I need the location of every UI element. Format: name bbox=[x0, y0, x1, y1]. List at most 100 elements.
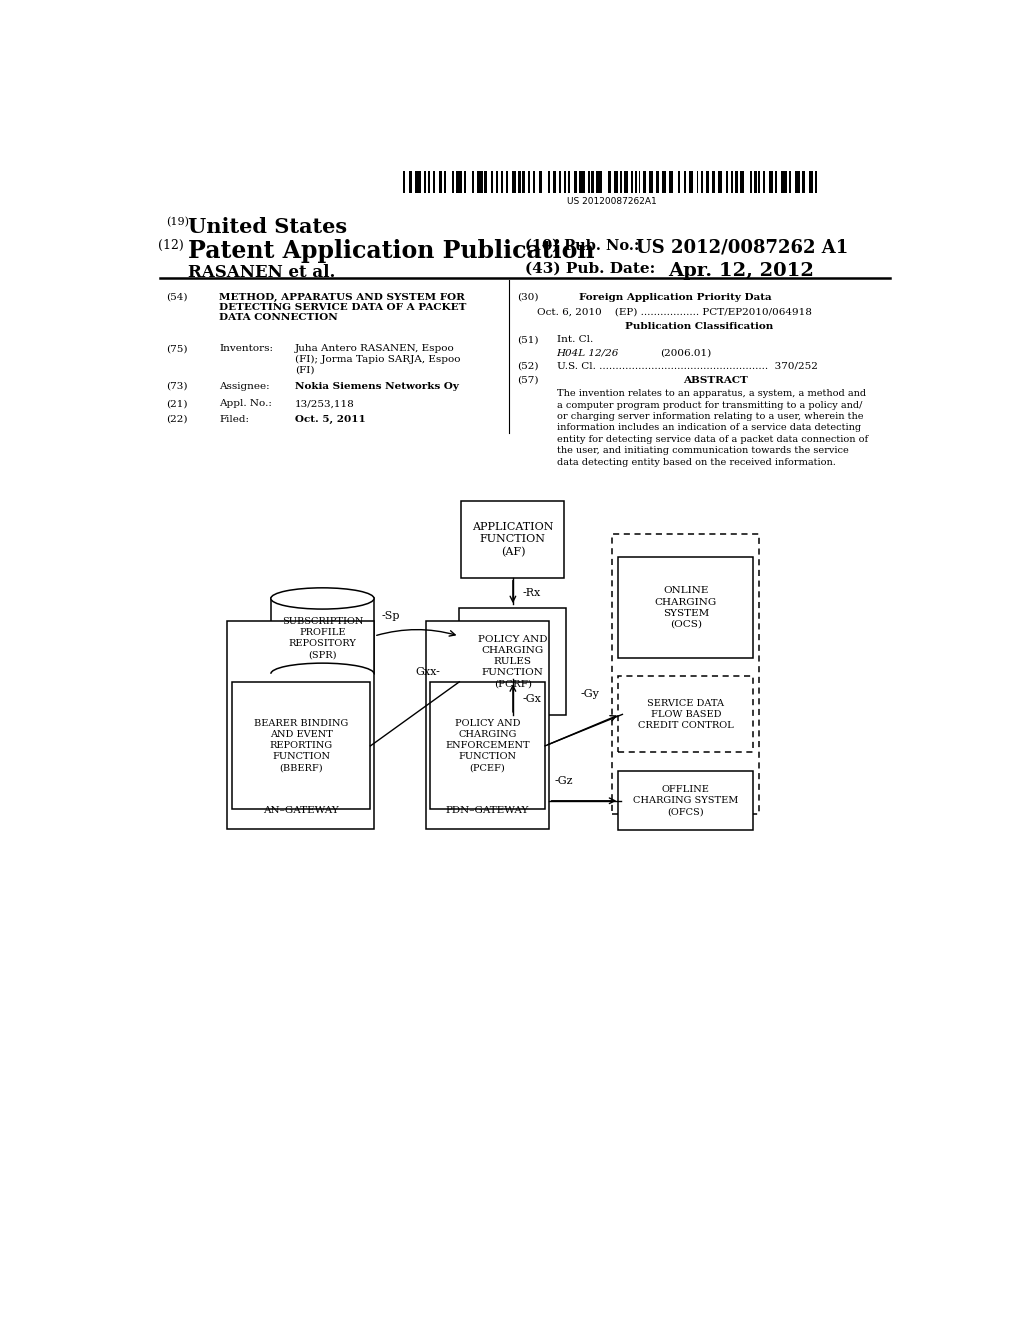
Text: POLICY AND
CHARGING
ENFORCEMENT
FUNCTION
(PCEF): POLICY AND CHARGING ENFORCEMENT FUNCTION… bbox=[445, 719, 529, 772]
Bar bbox=[403, 170, 406, 193]
Bar bbox=[614, 170, 617, 193]
Text: Oct. 6, 2010    (EP) .................. PCT/EP2010/064918: Oct. 6, 2010 (EP) .................. PCT… bbox=[537, 308, 812, 317]
FancyBboxPatch shape bbox=[612, 535, 759, 814]
Bar bbox=[754, 170, 757, 193]
Bar bbox=[712, 170, 715, 193]
Bar bbox=[512, 170, 516, 193]
FancyBboxPatch shape bbox=[461, 502, 564, 578]
Text: (30): (30) bbox=[517, 293, 539, 301]
Bar bbox=[809, 170, 813, 193]
Text: The invention relates to an apparatus, a system, a method and
a computer program: The invention relates to an apparatus, a… bbox=[557, 389, 867, 467]
Bar bbox=[527, 170, 530, 193]
Bar bbox=[574, 170, 577, 193]
Bar bbox=[706, 170, 710, 193]
FancyBboxPatch shape bbox=[270, 598, 374, 673]
Bar bbox=[795, 170, 801, 193]
Bar bbox=[564, 170, 566, 193]
Bar bbox=[726, 170, 728, 193]
Bar bbox=[540, 170, 542, 193]
Bar bbox=[719, 170, 722, 193]
Bar bbox=[522, 170, 525, 193]
Text: US 20120087262A1: US 20120087262A1 bbox=[567, 197, 657, 206]
Bar bbox=[696, 170, 698, 193]
Bar bbox=[416, 170, 421, 193]
Text: United States: United States bbox=[187, 218, 347, 238]
FancyBboxPatch shape bbox=[618, 771, 754, 830]
Bar bbox=[452, 170, 454, 193]
Bar bbox=[456, 170, 462, 193]
Bar bbox=[532, 170, 536, 193]
Bar bbox=[428, 170, 430, 193]
Text: SUBSCRIPTION
PROFILE
REPOSITORY
(SPR): SUBSCRIPTION PROFILE REPOSITORY (SPR) bbox=[282, 616, 364, 659]
Bar bbox=[750, 170, 752, 193]
Text: Patent Application Publication: Patent Application Publication bbox=[187, 239, 594, 263]
Text: (12): (12) bbox=[158, 239, 184, 252]
Bar bbox=[679, 170, 680, 193]
Bar bbox=[788, 170, 791, 193]
Bar bbox=[409, 170, 412, 193]
Bar bbox=[553, 170, 556, 193]
Bar bbox=[763, 170, 765, 193]
Text: Inventors:: Inventors: bbox=[219, 345, 273, 354]
Text: US 2012/0087262 A1: US 2012/0087262 A1 bbox=[636, 239, 848, 256]
Text: Oct. 5, 2011: Oct. 5, 2011 bbox=[295, 414, 366, 424]
Bar bbox=[631, 170, 633, 193]
Bar bbox=[568, 170, 570, 193]
Text: Juha Antero RASANEN, Espoo
(FI); Jorma Tapio SARJA, Espoo
(FI): Juha Antero RASANEN, Espoo (FI); Jorma T… bbox=[295, 345, 460, 375]
Bar bbox=[558, 170, 561, 193]
Bar bbox=[439, 170, 442, 193]
Text: (22): (22) bbox=[166, 414, 187, 424]
Bar bbox=[814, 170, 817, 193]
Bar bbox=[669, 170, 673, 193]
FancyBboxPatch shape bbox=[618, 557, 754, 659]
Text: ABSTRACT: ABSTRACT bbox=[683, 376, 748, 385]
Bar bbox=[484, 170, 487, 193]
Bar bbox=[635, 170, 637, 193]
Text: Publication Classification: Publication Classification bbox=[626, 322, 773, 331]
Text: (19): (19) bbox=[166, 218, 189, 227]
Bar bbox=[506, 170, 508, 193]
Text: -Sp: -Sp bbox=[382, 611, 400, 620]
Text: (54): (54) bbox=[166, 293, 187, 301]
Text: BEARER BINDING
AND EVENT
REPORTING
FUNCTION
(BBERF): BEARER BINDING AND EVENT REPORTING FUNCT… bbox=[254, 719, 348, 772]
Text: OFFLINE
CHARGING SYSTEM
(OFCS): OFFLINE CHARGING SYSTEM (OFCS) bbox=[633, 785, 738, 816]
Text: U.S. Cl. ....................................................  370/252: U.S. Cl. ...............................… bbox=[557, 362, 817, 371]
Bar bbox=[656, 170, 658, 193]
Text: 13/253,118: 13/253,118 bbox=[295, 399, 354, 408]
Text: (75): (75) bbox=[166, 345, 187, 354]
Text: PDN–GATEWAY: PDN–GATEWAY bbox=[445, 807, 528, 816]
Bar bbox=[684, 170, 686, 193]
Text: Gxx-: Gxx- bbox=[416, 667, 440, 677]
Text: -Gz: -Gz bbox=[555, 776, 573, 785]
Bar bbox=[433, 170, 435, 193]
Bar bbox=[774, 170, 777, 193]
Text: SERVICE DATA
FLOW BASED
CREDIT CONTROL: SERVICE DATA FLOW BASED CREDIT CONTROL bbox=[638, 698, 734, 730]
Bar bbox=[464, 170, 466, 193]
Ellipse shape bbox=[270, 587, 374, 609]
Bar bbox=[548, 170, 550, 193]
Text: AN–GATEWAY: AN–GATEWAY bbox=[263, 807, 339, 816]
FancyBboxPatch shape bbox=[227, 620, 374, 829]
Bar bbox=[663, 170, 667, 193]
Bar bbox=[472, 170, 474, 193]
Text: ONLINE
CHARGING
SYSTEM
(OCS): ONLINE CHARGING SYSTEM (OCS) bbox=[654, 586, 717, 628]
Text: (57): (57) bbox=[517, 376, 539, 385]
Bar bbox=[689, 170, 692, 193]
Bar bbox=[802, 170, 805, 193]
Bar bbox=[649, 170, 653, 193]
Bar bbox=[607, 170, 611, 193]
Bar bbox=[769, 170, 773, 193]
Bar bbox=[701, 170, 703, 193]
Text: Nokia Siemens Networks Oy: Nokia Siemens Networks Oy bbox=[295, 381, 459, 391]
FancyBboxPatch shape bbox=[430, 682, 545, 809]
Text: METHOD, APPARATUS AND SYSTEM FOR
DETECTING SERVICE DATA OF A PACKET
DATA CONNECT: METHOD, APPARATUS AND SYSTEM FOR DETECTI… bbox=[219, 293, 467, 322]
Text: (73): (73) bbox=[166, 381, 187, 391]
Text: RASANEN et al.: RASANEN et al. bbox=[187, 264, 335, 281]
Bar bbox=[759, 170, 761, 193]
Text: H04L 12/26: H04L 12/26 bbox=[557, 348, 618, 358]
Text: APPLICATION
FUNCTION
(AF): APPLICATION FUNCTION (AF) bbox=[472, 521, 554, 557]
Text: (52): (52) bbox=[517, 362, 539, 371]
Bar bbox=[592, 170, 594, 193]
Text: (21): (21) bbox=[166, 399, 187, 408]
Text: (10) Pub. No.:: (10) Pub. No.: bbox=[524, 239, 639, 252]
